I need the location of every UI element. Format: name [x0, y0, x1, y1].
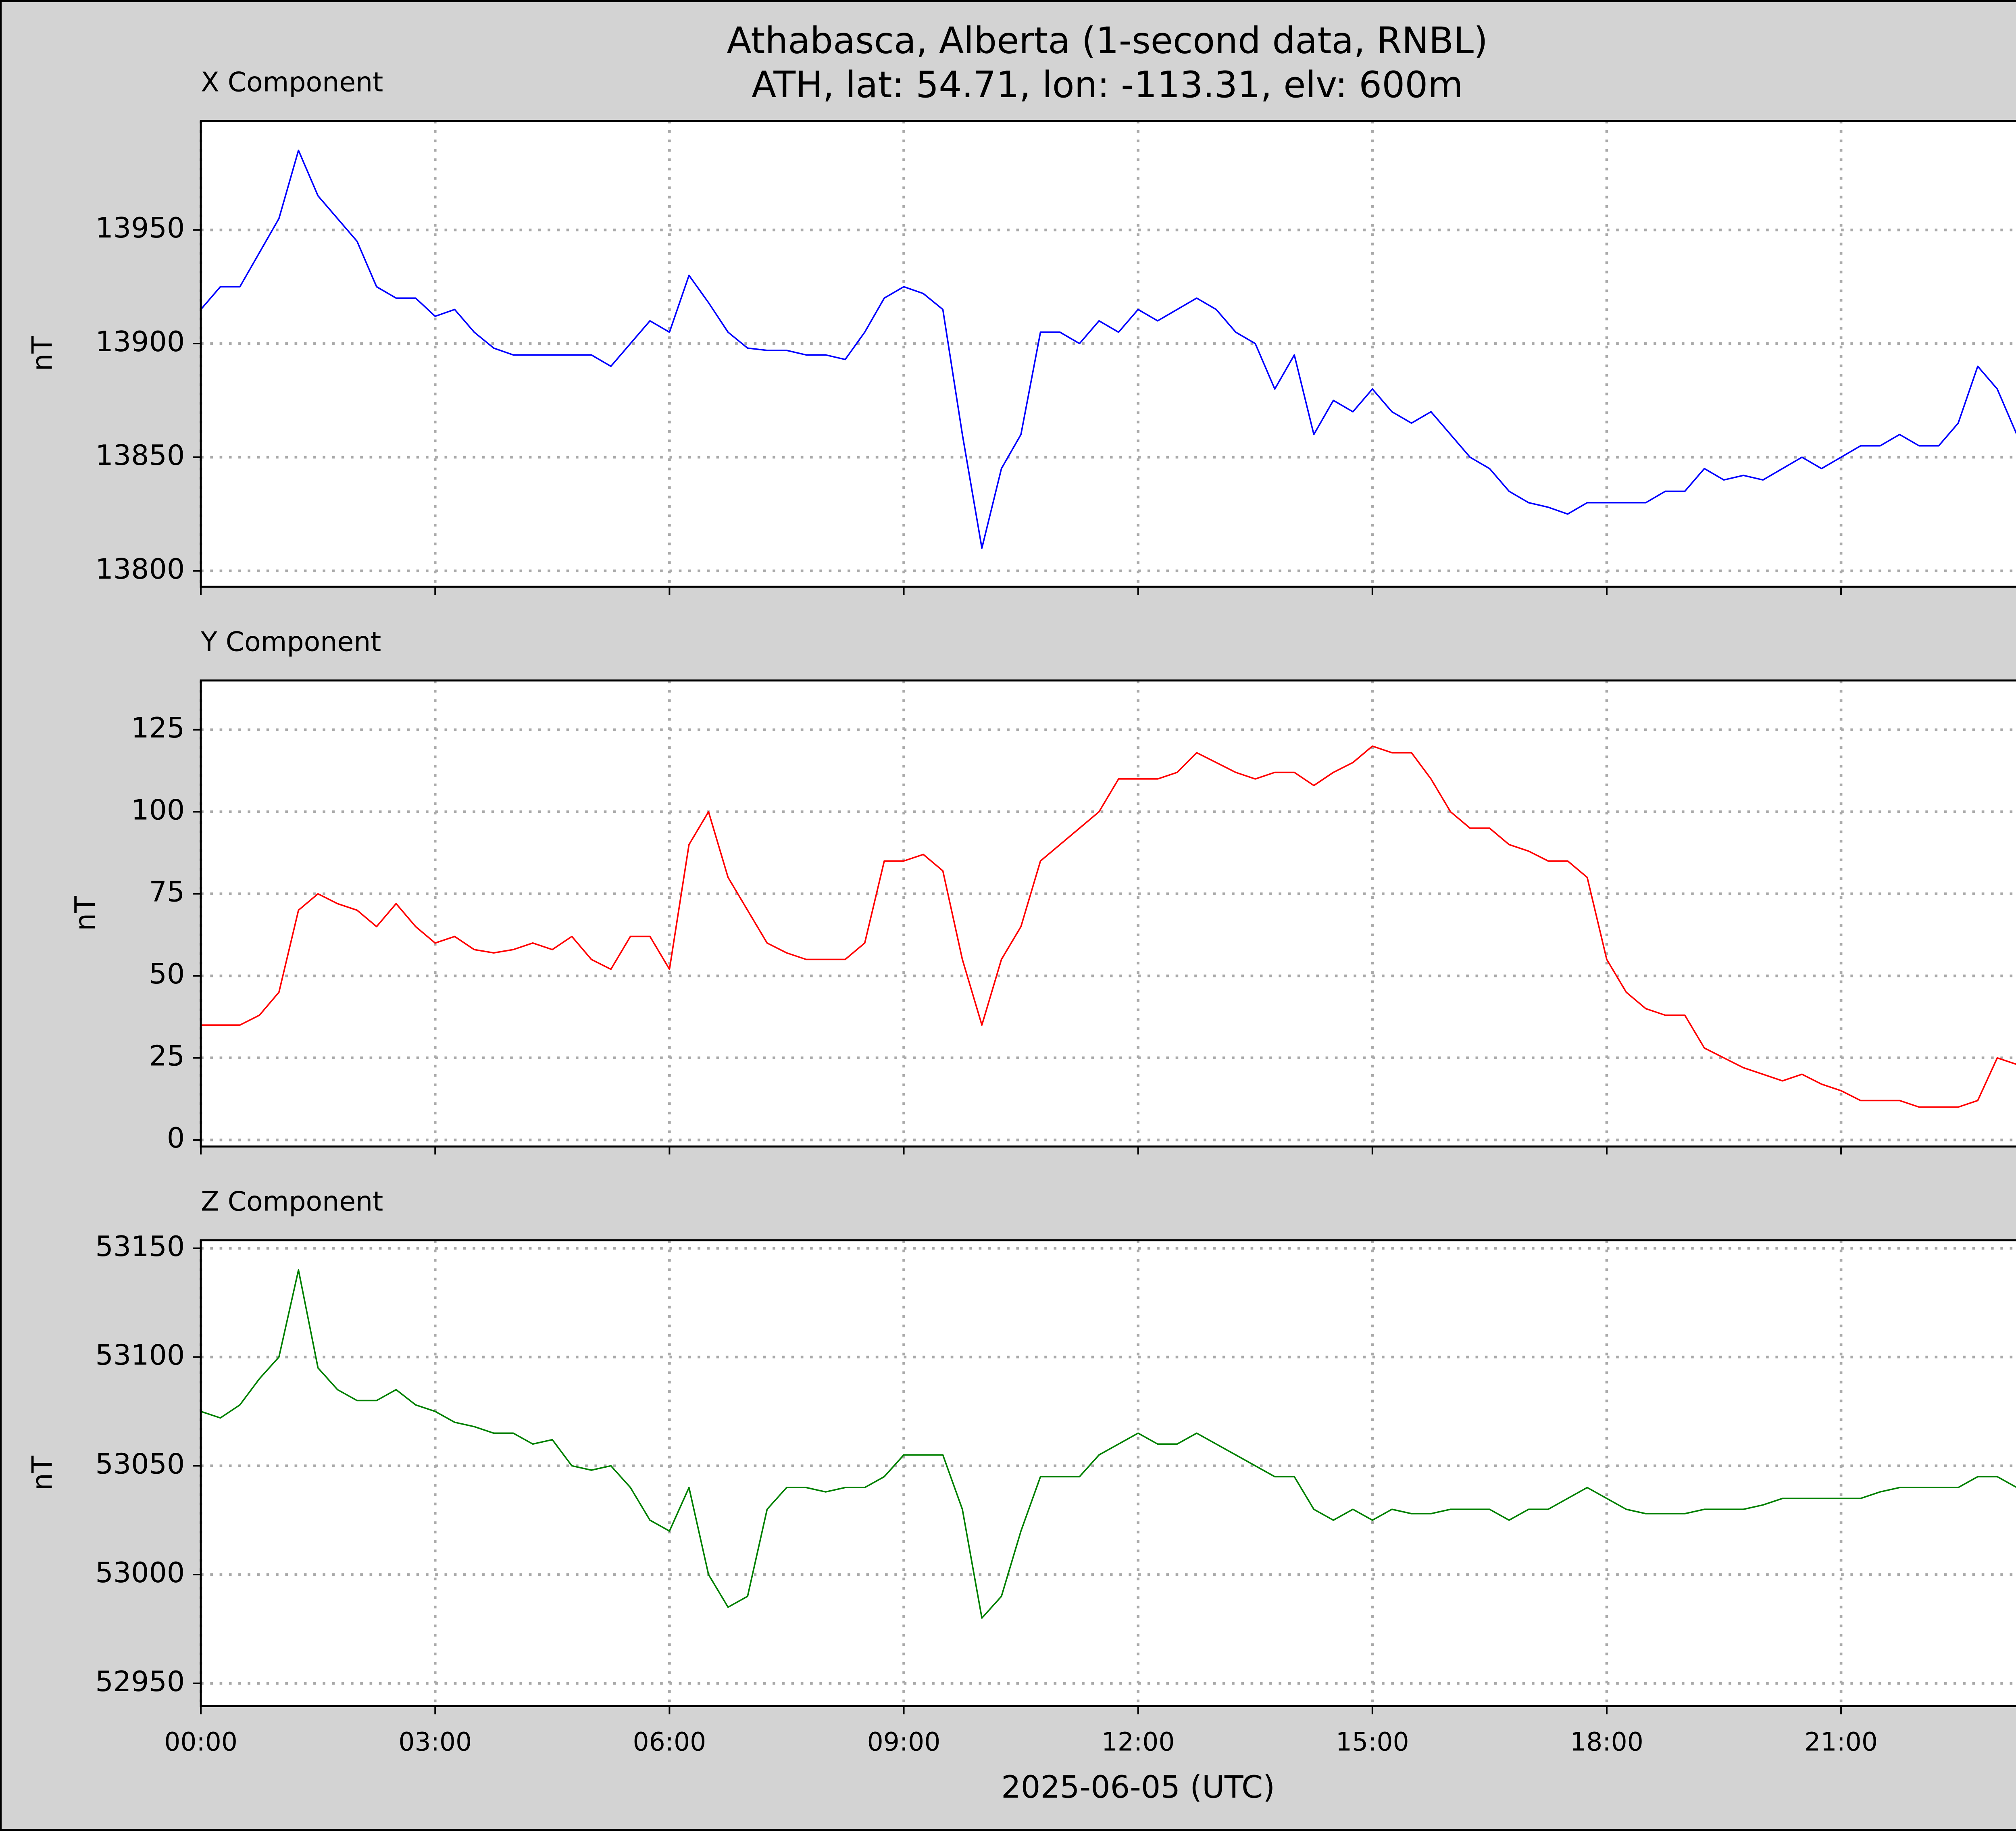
- data-line: [200, 150, 2016, 549]
- figure-subtitle: ATH, lat: 54.71, lon: -113.31, elv: 600m: [752, 64, 1463, 106]
- x-tick-label: 06:00: [633, 1727, 706, 1756]
- y-tick-label: 125: [131, 712, 185, 744]
- y-tick-label: 53000: [95, 1556, 185, 1589]
- y-axis-label: nT: [26, 1456, 59, 1491]
- x-tick-label: 21:00: [1804, 1727, 1878, 1756]
- y-tick-label: 50: [149, 958, 185, 990]
- x-tick-label: 18:00: [1570, 1727, 1643, 1756]
- y-tick-label: 0: [167, 1122, 185, 1154]
- y-tick-label: 75: [149, 876, 185, 908]
- y-tick-label: 13850: [95, 439, 185, 472]
- plot-frame: [200, 120, 2016, 588]
- figure-title: Athabasca, Alberta (1-second data, RNBL): [727, 20, 1488, 62]
- y-tick-label: 52950: [95, 1665, 185, 1698]
- y-tick-label: 25: [149, 1040, 185, 1073]
- plot-frame: [200, 1239, 2016, 1707]
- panel-title: Z Component: [201, 1186, 383, 1217]
- y-tick-label: 13950: [95, 212, 185, 244]
- y-tick-label: 100: [131, 794, 185, 826]
- y-tick-label: 53100: [95, 1339, 185, 1372]
- y-tick-label: 13800: [95, 553, 185, 585]
- x-tick-label: 15:00: [1336, 1727, 1409, 1756]
- y-axis-label: nT: [69, 896, 102, 931]
- panel-title: X Component: [201, 67, 383, 98]
- x-tick-label: 09:00: [867, 1727, 941, 1756]
- data-line: [200, 1269, 2016, 1619]
- plot-area: [201, 680, 2016, 1147]
- data-line: [201, 745, 2016, 1108]
- y-tick-label: 53050: [95, 1448, 185, 1480]
- y-axis-label: nT: [26, 336, 59, 371]
- plot-area: [201, 1240, 2016, 1706]
- plot-area: [201, 121, 2016, 587]
- x-tick-label: 00:00: [164, 1727, 237, 1756]
- y-tick-label: 53150: [95, 1230, 185, 1263]
- x-axis-label: 2025-06-05 (UTC): [1001, 1769, 1275, 1805]
- y-tick-label: 13900: [95, 325, 185, 358]
- x-tick-label: 03:00: [398, 1727, 472, 1756]
- plot-frame: [200, 679, 2016, 1148]
- x-tick-label: 12:00: [1102, 1727, 1175, 1756]
- panel-title: Y Component: [200, 626, 381, 658]
